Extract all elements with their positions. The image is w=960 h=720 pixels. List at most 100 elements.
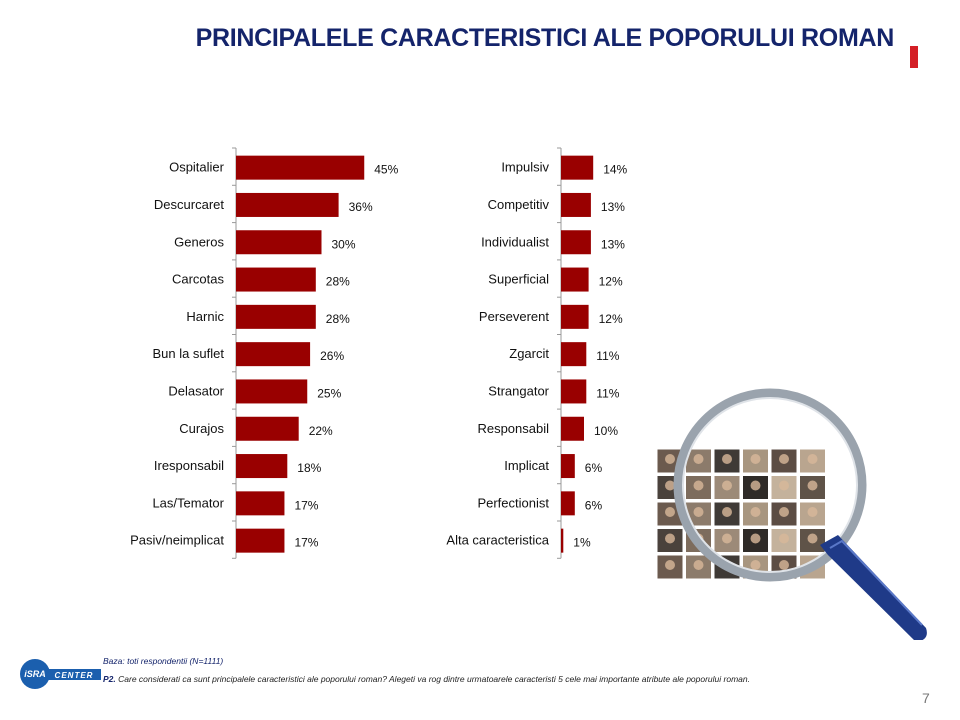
collage-face — [779, 533, 789, 544]
bar-competitiv — [561, 192, 591, 217]
collage-face — [750, 560, 761, 570]
value-label: 17% — [294, 498, 318, 512]
value-label: 45% — [374, 163, 398, 177]
bar-descurcaret — [236, 192, 339, 217]
category-label: Ospitalier — [169, 160, 225, 175]
collage-face — [665, 560, 675, 570]
category-label: Las/Temator — [152, 495, 224, 510]
bar-individualist — [561, 230, 591, 255]
category-label: Alta caracteristica — [446, 533, 549, 548]
base-note: Baza: toti respondentii (N=1111) — [103, 656, 224, 666]
collage-face — [750, 507, 761, 517]
category-label: Pasiv/neimplicat — [130, 533, 224, 548]
collage-photo — [742, 501, 769, 527]
collage-face — [779, 454, 789, 464]
page-title: PRINCIPALELE CARACTERISTICI ALE POPORULU… — [195, 24, 895, 52]
collage-photo — [656, 528, 684, 553]
value-label: 11% — [596, 349, 619, 363]
bar-responsabil — [561, 416, 584, 441]
category-label: Generos — [174, 234, 224, 249]
collage-face — [722, 507, 732, 517]
category-label: Iresponsabil — [154, 458, 224, 473]
bar-harnic — [236, 304, 316, 329]
value-label: 25% — [317, 386, 341, 400]
collage-face — [750, 480, 761, 491]
category-label: Perfectionist — [477, 495, 549, 510]
value-label: 6% — [585, 498, 603, 512]
bar-carcotas — [236, 267, 316, 292]
magnifier-handle-shine — [829, 539, 923, 626]
collage-face — [750, 454, 761, 464]
collage-face — [722, 533, 732, 544]
collage-face — [779, 507, 789, 517]
bar-perfectionist — [561, 491, 575, 516]
value-label: 17% — [294, 536, 318, 550]
collage-face — [693, 507, 704, 517]
category-label: Strangator — [488, 383, 549, 398]
collage-photo — [742, 448, 769, 474]
value-label: 36% — [349, 200, 373, 214]
category-label: Responsabil — [477, 421, 549, 436]
bar-strangator — [561, 379, 587, 404]
value-label: 14% — [603, 163, 627, 177]
bar-alta-caracteristica — [561, 528, 564, 553]
collage-face — [693, 454, 704, 464]
category-label: Descurcaret — [154, 197, 224, 212]
value-label: 30% — [332, 237, 356, 251]
isra-center-logo: iSRA CENTER — [20, 659, 101, 689]
collage-face — [665, 480, 675, 491]
value-label: 13% — [601, 200, 625, 214]
title-accent-mark — [910, 46, 918, 68]
collage-face — [779, 480, 789, 491]
value-label: 1% — [573, 536, 591, 550]
magnifier-photo-collage-illustration — [656, 388, 927, 640]
page-number: 7 — [922, 690, 930, 706]
category-label: Perseverent — [479, 309, 549, 324]
category-label: Bun la suflet — [152, 346, 224, 361]
bar-iresponsabil — [236, 454, 288, 479]
collage-face — [807, 507, 818, 517]
magnifier-lens-highlight — [682, 397, 858, 573]
category-label: Implicat — [504, 458, 549, 473]
category-label: Curajos — [179, 421, 224, 436]
category-label: Competitiv — [488, 197, 550, 212]
category-label: Carcotas — [172, 272, 225, 287]
value-label: 11% — [596, 386, 619, 400]
value-label: 12% — [599, 275, 623, 289]
question-note: P2. Care considerati ca sunt principalel… — [103, 674, 750, 684]
bar-superficial — [561, 267, 589, 292]
category-label: Superficial — [488, 272, 549, 287]
question-number: P2. — [103, 674, 116, 684]
value-label: 12% — [599, 312, 623, 326]
value-label: 18% — [297, 461, 321, 475]
svg-text:iSRA: iSRA — [24, 669, 46, 679]
bar-implicat — [561, 454, 575, 479]
chart-left: Ospitalier 45% Descurcaret 36% Generos 30% Car… — [130, 147, 399, 559]
category-label: Zgarcit — [509, 346, 549, 361]
svg-text:CENTER: CENTER — [55, 671, 94, 680]
collage-face — [665, 533, 675, 544]
collage-photo — [656, 554, 684, 580]
bar-impulsiv — [561, 155, 594, 180]
collage-face — [807, 480, 818, 491]
bar-pasiv-neimplicat — [236, 528, 285, 553]
magnifier-handle — [820, 535, 927, 640]
bar-bun-la-suflet — [236, 342, 311, 367]
magnifier-lens-ring — [673, 388, 867, 582]
question-text: Care considerati ca sunt principalele ca… — [118, 674, 750, 684]
collage-face — [693, 560, 704, 570]
bar-zgarcit — [561, 342, 587, 367]
value-label: 28% — [326, 312, 350, 326]
collage-face — [722, 454, 732, 464]
chart-right: Impulsiv 14% Competitiv 13% Individualist 13%… — [446, 147, 628, 559]
value-label: 28% — [326, 275, 350, 289]
value-label: 13% — [601, 237, 625, 251]
category-label: Delasator — [168, 383, 224, 398]
value-label: 22% — [309, 424, 333, 438]
category-label: Harnic — [186, 309, 224, 324]
bar-delasator — [236, 379, 308, 404]
bar-las-temator — [236, 491, 285, 516]
value-label: 6% — [585, 461, 603, 475]
value-label: 10% — [594, 424, 618, 438]
bar-generos — [236, 230, 322, 255]
